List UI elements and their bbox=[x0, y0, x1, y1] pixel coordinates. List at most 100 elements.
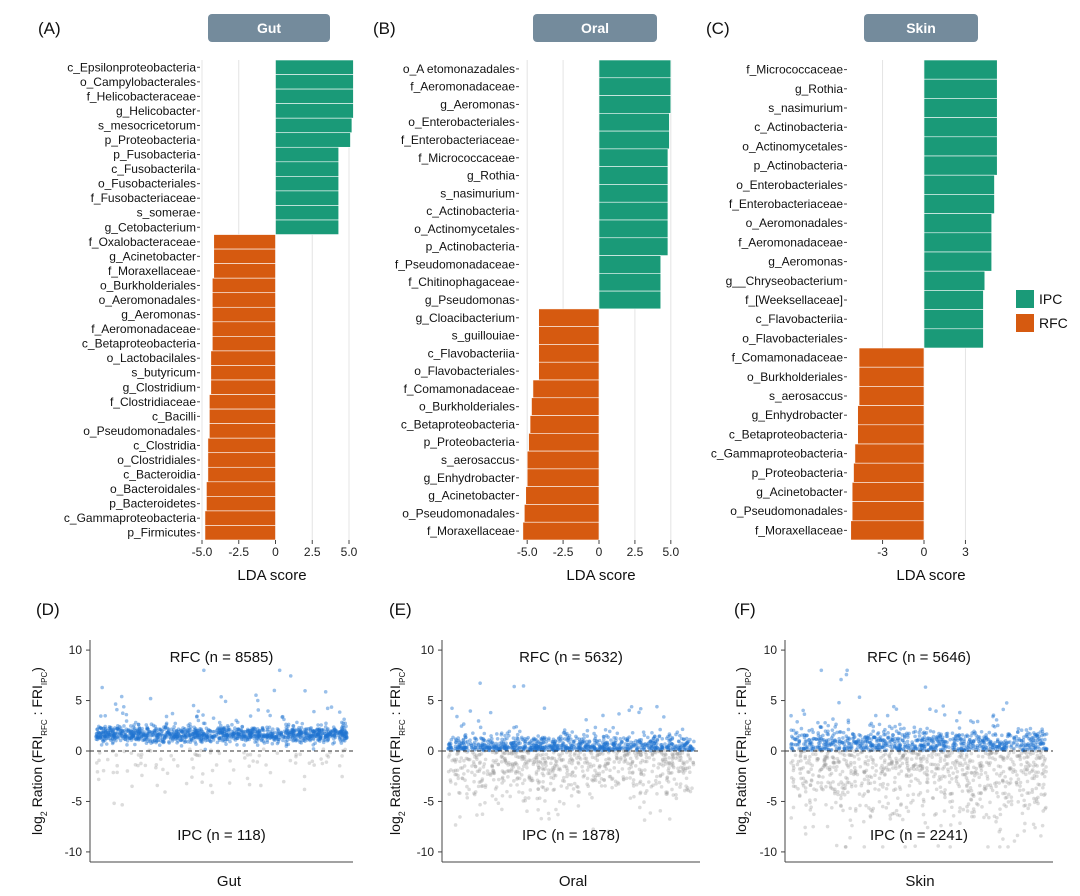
ipc-point bbox=[483, 785, 488, 790]
ipc-point bbox=[808, 808, 813, 812]
ipc-point bbox=[984, 812, 989, 817]
ipc-point bbox=[932, 780, 937, 785]
ipc-point bbox=[963, 772, 968, 777]
rfc-point bbox=[332, 727, 337, 731]
ipc-point bbox=[831, 780, 835, 784]
rfc-point bbox=[837, 746, 842, 751]
x-tick-label: 2.5 bbox=[304, 545, 321, 559]
rfc-point bbox=[217, 736, 222, 740]
ipc-point bbox=[458, 759, 462, 764]
bar-o-fusobacteriales bbox=[275, 176, 340, 192]
rfc-point bbox=[342, 731, 347, 736]
ipc-point bbox=[496, 777, 501, 782]
ipc-point bbox=[512, 779, 516, 783]
rfc-point bbox=[255, 734, 260, 739]
rfc-point bbox=[195, 731, 199, 736]
ipc-point bbox=[200, 772, 205, 776]
ipc-point bbox=[880, 845, 885, 849]
ipc-point bbox=[852, 754, 857, 759]
rfc-point bbox=[528, 745, 533, 749]
ipc-point bbox=[454, 757, 459, 762]
ipc-point bbox=[949, 805, 954, 810]
rfc-point bbox=[1021, 748, 1025, 753]
rfc-point bbox=[641, 747, 646, 751]
ipc-point bbox=[154, 765, 158, 770]
rfc-point bbox=[1043, 737, 1047, 742]
rfc-point bbox=[343, 736, 348, 741]
rfc-point bbox=[1019, 728, 1024, 733]
ipc-point bbox=[869, 775, 874, 780]
rfc-point bbox=[344, 730, 348, 735]
rfc-point bbox=[170, 711, 175, 716]
rfc-point bbox=[129, 731, 133, 736]
rfc-point bbox=[168, 735, 172, 740]
ipc-point bbox=[834, 843, 839, 848]
bar-f-pseudomonadaceae bbox=[598, 255, 662, 274]
ipc-point bbox=[541, 785, 546, 790]
rfc-point bbox=[207, 738, 212, 743]
ipc-point bbox=[526, 760, 530, 764]
ipc-point bbox=[946, 769, 951, 774]
rfc-point bbox=[905, 739, 910, 744]
rfc-point bbox=[284, 725, 289, 730]
rfc-point bbox=[194, 742, 198, 746]
rfc-point bbox=[249, 731, 254, 735]
rfc-point bbox=[833, 725, 837, 729]
ipc-point bbox=[556, 767, 561, 772]
ipc-point bbox=[667, 817, 672, 821]
bar-p-bacteroidetes bbox=[206, 496, 276, 512]
category-label: s_butyricum bbox=[131, 366, 196, 380]
ipc-point bbox=[970, 814, 974, 819]
ipc-point bbox=[1041, 785, 1045, 790]
ipc-point bbox=[604, 767, 609, 771]
ipc-point bbox=[545, 787, 550, 791]
ipc-point bbox=[1030, 790, 1035, 795]
ipc-point bbox=[1009, 799, 1014, 803]
rfc-point bbox=[136, 733, 140, 738]
ipc-point bbox=[293, 761, 298, 765]
bar-c-betaproteobacteria bbox=[211, 336, 276, 352]
ipc-point bbox=[1022, 798, 1026, 803]
ipc-point bbox=[862, 845, 867, 849]
rfc-point bbox=[344, 734, 348, 738]
rfc-point bbox=[198, 729, 202, 734]
category-label: c_Gammaproteobacteria bbox=[64, 511, 196, 525]
ipc-point bbox=[534, 770, 539, 774]
rfc-point bbox=[204, 735, 208, 740]
rfc-point bbox=[211, 734, 215, 739]
rfc-point bbox=[869, 743, 873, 748]
rfc-point bbox=[991, 733, 995, 737]
ipc-point bbox=[193, 752, 197, 756]
category-label: f_Aeromonadaceae bbox=[738, 235, 843, 249]
rfc-point bbox=[158, 727, 163, 732]
bar-f-aeromonadaceae bbox=[598, 77, 672, 96]
ipc-point bbox=[264, 763, 268, 767]
rfc-point bbox=[266, 734, 271, 738]
rfc-point bbox=[582, 732, 586, 737]
rfc-point bbox=[839, 677, 843, 682]
ipc-point bbox=[1003, 796, 1008, 800]
rfc-point bbox=[121, 736, 126, 740]
rfc-point bbox=[154, 726, 159, 731]
rfc-point bbox=[931, 730, 936, 734]
ipc-point bbox=[957, 809, 962, 814]
ipc-point bbox=[960, 768, 965, 772]
ipc-point bbox=[496, 762, 501, 767]
rfc-point bbox=[261, 734, 266, 739]
ipc-point bbox=[130, 784, 134, 789]
ipc-point bbox=[651, 783, 655, 788]
rfc-point bbox=[145, 731, 150, 735]
ipc-point bbox=[552, 787, 557, 792]
ipc-point bbox=[483, 757, 488, 762]
rfc-point bbox=[164, 721, 169, 726]
rfc-point bbox=[144, 735, 148, 739]
rfc-point bbox=[869, 721, 874, 726]
rfc-point bbox=[674, 732, 678, 737]
category-label: f_Micrococcaceae bbox=[418, 151, 515, 165]
rfc-point bbox=[192, 725, 197, 730]
ipc-point bbox=[491, 778, 496, 782]
rfc-point bbox=[199, 731, 204, 736]
ipc-point bbox=[965, 809, 970, 813]
ipc-point bbox=[1026, 755, 1030, 759]
rfc-point bbox=[840, 741, 845, 745]
